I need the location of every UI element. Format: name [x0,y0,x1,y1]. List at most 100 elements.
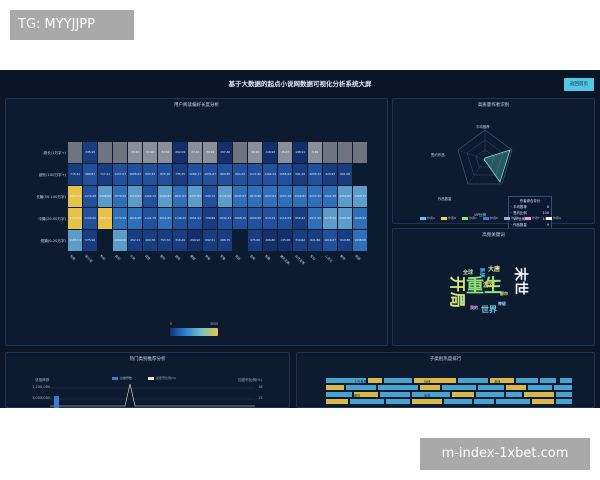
heatmap-cell[interactable]: 26.47 [278,142,293,164]
heatmap-cell[interactable]: 2880.20 [68,186,83,208]
rank-bar[interactable] [532,399,554,404]
heatmap-cell[interactable]: 1193.00 [83,208,98,230]
heatmap-cell[interactable]: 715.41 [68,164,83,186]
heatmap-cell[interactable]: 335.29 [83,142,98,164]
rank-bar[interactable] [442,385,476,390]
heatmap-cell[interactable]: 650.44 [293,208,308,230]
heatmap-cell[interactable] [233,142,248,164]
radar-legend-label[interactable]: 作者C [469,216,478,220]
heatmap-cell[interactable]: 1008.03 [128,164,143,186]
heatmap-cell[interactable]: 452.11 [128,230,143,252]
heatmap-cell[interactable]: 2097.67 [233,186,248,208]
heatmap-cell[interactable] [68,142,83,164]
heatmap-cell[interactable]: 2014.95 [158,208,173,230]
heatmap-cell[interactable]: 1121.76 [143,208,158,230]
rank-bar[interactable] [346,385,376,390]
heatmap-cell[interactable] [323,142,338,164]
heatmap-cell[interactable]: 266.80 [263,230,278,252]
radar-legend-chip[interactable] [504,217,510,220]
rank-bar[interactable] [326,378,366,383]
rank-bar[interactable] [384,378,412,383]
wordcloud-word[interactable]: 都市 [500,291,508,296]
heatmap-cell[interactable]: 135.08 [278,230,293,252]
rank-bar[interactable] [412,392,450,397]
heatmap-cell[interactable]: 692.51 [203,230,218,252]
rank-bar[interactable] [458,378,488,383]
heatmap-cell[interactable]: 310.62 [293,230,308,252]
heatmap-cell[interactable]: 717.21 [98,164,113,186]
heatmap-cell[interactable]: 2033.36 [308,186,323,208]
rank-bar[interactable] [490,378,514,383]
heatmap-cell[interactable]: 2252.80 [338,186,353,208]
radar-legend-label[interactable]: 作者B [448,216,457,220]
heatmap-cell[interactable]: 1576.29 [113,186,128,208]
heatmap-cell[interactable]: 1474.08 [83,186,98,208]
heatmap-cell[interactable]: 591.49 [293,164,308,186]
heatmap-cell[interactable]: 619.88 [338,230,353,252]
rank-bar[interactable] [516,378,538,383]
heatmap-cell[interactable]: 1031.67 [203,164,218,186]
radar-legend-label[interactable]: 作者G [553,216,562,220]
radar-legend-label[interactable]: 作者A [427,216,436,220]
rank-bar[interactable] [560,378,572,383]
rank-bar[interactable] [506,392,522,397]
radar-legend-label[interactable]: 作者E [511,216,519,220]
heatmap-cell[interactable]: 157.46 [218,142,233,164]
wordcloud-word[interactable]: 我的 [470,305,478,310]
heatmap-cell[interactable]: 2262.60 [113,230,128,252]
heatmap-cell[interactable]: 33.63 [128,142,143,164]
heatmap-cell[interactable]: 1647.63 [263,186,278,208]
heatmap-cell[interactable]: 299.92 [188,230,203,252]
heatmap-cell[interactable]: 318.49 [173,230,188,252]
heatmap-cell[interactable]: 33.54 [158,142,173,164]
rank-bar[interactable] [478,385,504,390]
heatmap-cell[interactable]: 118.93 [263,142,278,164]
heatmap-cell[interactable]: 2185.54 [68,230,83,252]
rank-bar[interactable] [476,392,504,397]
heatmap-cell[interactable]: 1116.59 [278,208,293,230]
radar-legend-chip[interactable] [525,217,531,220]
heatmap-cell[interactable]: 2210.83 [128,186,143,208]
heatmap-cell[interactable] [353,164,368,186]
rank-bar[interactable] [506,385,526,390]
heatmap-color-scale[interactable] [170,328,218,336]
heatmap-cell[interactable]: 5.89 [308,142,323,164]
heatmap-cell[interactable] [353,142,368,164]
rank-bar[interactable] [414,378,456,383]
rank-bar[interactable] [326,399,348,404]
heatmap-cell[interactable]: 1462.15 [143,186,158,208]
radar-legend-chip[interactable] [441,217,447,220]
heatmap-cell[interactable]: 825.16 [158,164,173,186]
heatmap-cell[interactable]: 1938.08 [353,230,368,252]
wordcloud-word[interactable]: 大唐 [488,266,501,273]
rank-bar[interactable] [378,385,418,390]
heatmap-cell[interactable]: 1162.24 [263,164,278,186]
radar-legend-chip[interactable] [483,217,489,220]
heatmap-cell[interactable]: 990.72 [203,186,218,208]
heatmap-cell[interactable]: 70.94 [203,142,218,164]
heatmap-cell[interactable]: 1000.56 [248,208,263,230]
wordcloud-word[interactable]: 神级 [498,301,506,306]
wordcloud-word[interactable]: 全球 [463,270,474,276]
heatmap-cell[interactable]: 420.93 [323,164,338,186]
rank-bar[interactable] [554,385,572,390]
heatmap-cell[interactable]: 1657.18 [278,186,293,208]
wordcloud-word[interactable]: 游戏 [483,282,496,289]
radar-legend-chip[interactable] [462,217,468,220]
rank-bar[interactable] [354,392,378,397]
heatmap-cell[interactable]: 621.86 [308,230,323,252]
heatmap-cell[interactable]: 1042.33 [218,208,233,230]
heatmap-cell[interactable]: 404.78 [143,230,158,252]
rank-bar[interactable] [380,392,410,397]
legend-total-recommend-chip[interactable] [112,377,118,380]
heatmap-cell[interactable]: 1068.76 [233,208,248,230]
heatmap-cell[interactable]: 66.94 [248,142,263,164]
heatmap-cell[interactable] [113,142,128,164]
heatmap-cell[interactable] [233,230,248,252]
rank-bar[interactable] [412,399,442,404]
radar-legend-chip[interactable] [420,217,426,220]
heatmap-cell[interactable]: 198.91 [293,142,308,164]
heatmap-cell[interactable]: 1614.08 [128,208,143,230]
wordcloud-word[interactable]: 末世 [512,267,528,295]
heatmap-cell[interactable] [98,230,113,252]
